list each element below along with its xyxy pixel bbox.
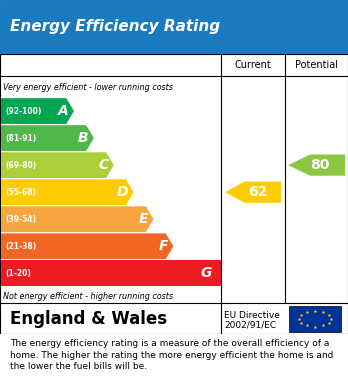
Polygon shape <box>1 179 134 205</box>
Text: B: B <box>78 131 89 145</box>
Text: England & Wales: England & Wales <box>10 310 168 328</box>
Text: C: C <box>98 158 109 172</box>
Text: D: D <box>117 185 128 199</box>
Text: (55-68): (55-68) <box>5 188 36 197</box>
Polygon shape <box>1 98 74 124</box>
Polygon shape <box>1 260 221 286</box>
Text: (92-100): (92-100) <box>5 107 42 116</box>
Text: (81-91): (81-91) <box>5 134 37 143</box>
Text: Very energy efficient - lower running costs: Very energy efficient - lower running co… <box>3 83 173 92</box>
Text: EU Directive: EU Directive <box>224 311 280 320</box>
Text: E: E <box>139 212 148 226</box>
Text: Energy Efficiency Rating: Energy Efficiency Rating <box>10 20 221 34</box>
Text: (1-20): (1-20) <box>5 269 31 278</box>
Text: 80: 80 <box>310 158 329 172</box>
Polygon shape <box>288 154 345 176</box>
Text: Current: Current <box>235 60 271 70</box>
Bar <box>289 305 341 332</box>
Text: Not energy efficient - higher running costs: Not energy efficient - higher running co… <box>3 292 174 301</box>
Text: A: A <box>58 104 69 118</box>
Polygon shape <box>225 181 281 203</box>
Text: 2002/91/EC: 2002/91/EC <box>224 320 277 330</box>
Text: (69-80): (69-80) <box>5 161 37 170</box>
Polygon shape <box>1 125 94 151</box>
Text: (39-54): (39-54) <box>5 215 36 224</box>
Polygon shape <box>1 206 153 232</box>
Text: Potential: Potential <box>295 60 338 70</box>
Text: (21-38): (21-38) <box>5 242 37 251</box>
Polygon shape <box>1 152 114 178</box>
Polygon shape <box>1 233 173 259</box>
Text: F: F <box>159 239 168 253</box>
Text: 62: 62 <box>248 185 267 199</box>
Text: The energy efficiency rating is a measure of the overall efficiency of a home. T: The energy efficiency rating is a measur… <box>10 339 334 371</box>
Text: G: G <box>200 266 212 280</box>
